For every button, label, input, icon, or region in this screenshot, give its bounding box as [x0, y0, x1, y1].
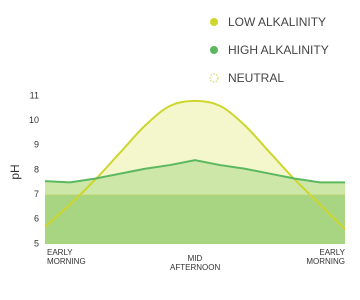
legend-item: LOW ALKALINITY	[210, 15, 326, 29]
legend-item: NEUTRAL	[209, 71, 284, 85]
legend-marker	[210, 46, 218, 54]
y-tick-label: 7	[34, 189, 39, 199]
x-tick-label: EARLY MORNING	[306, 248, 345, 266]
y-tick-label: 9	[34, 140, 39, 150]
line	[44, 99, 346, 230]
legend-marker	[210, 18, 218, 26]
y-tick-label: 5	[34, 238, 39, 248]
area	[45, 194, 345, 244]
y-axis-label: pH	[8, 164, 22, 179]
legend-label: HIGH ALKALINITY	[228, 43, 329, 57]
x-tick-label: MID AFTERNOON	[170, 254, 221, 272]
legend-label: LOW ALKALINITY	[228, 15, 326, 29]
line	[44, 159, 345, 184]
y-tick-label: 8	[34, 164, 39, 174]
y-tick-label: 6	[34, 214, 39, 224]
legend-label: NEUTRAL	[228, 71, 284, 85]
legend-item: HIGH ALKALINITY	[210, 43, 329, 57]
y-tick-label: 10	[29, 115, 39, 125]
legend-marker	[209, 73, 219, 83]
x-tick-label: EARLY MORNING	[47, 248, 86, 266]
y-tick-label: 11	[30, 90, 39, 100]
